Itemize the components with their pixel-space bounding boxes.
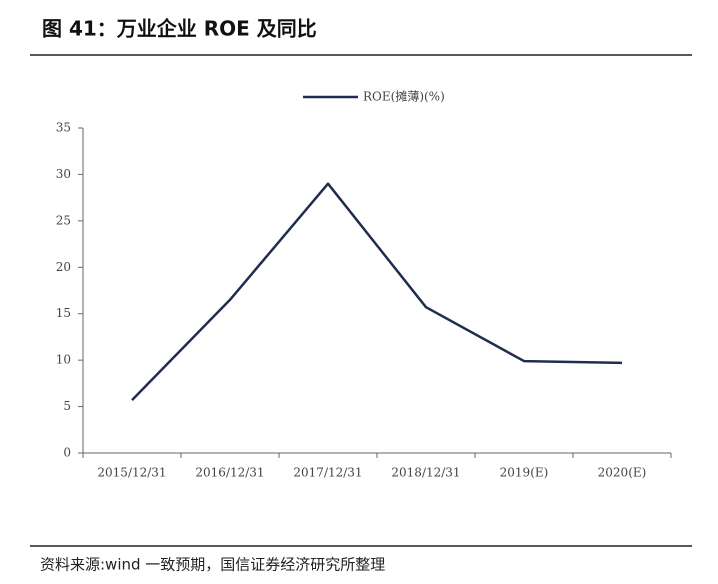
x-tick-label: 2019(E) [500, 466, 549, 480]
y-tick-label: 10 [56, 353, 71, 367]
y-tick-label: 0 [63, 446, 71, 460]
x-tick-label: 2016/12/31 [195, 466, 264, 480]
y-tick-label: 25 [56, 213, 71, 227]
x-tick-label: 2018/12/31 [391, 466, 460, 480]
y-tick-label: 15 [56, 306, 71, 320]
series-line [131, 182, 623, 401]
x-tick-label: 2017/12/31 [293, 466, 362, 480]
source-note: 资料来源:wind 一致预期，国信证券经济研究所整理 [40, 556, 385, 574]
y-tick-label: 5 [63, 399, 71, 413]
y-tick-label: 30 [56, 167, 71, 181]
x-tick-label: 2020(E) [598, 466, 647, 480]
chart-title: 图 41：万业企业 ROE 及同比 [42, 17, 317, 41]
legend-label: ROE(摊薄)(%) [363, 89, 445, 104]
y-tick-label: 20 [56, 260, 71, 274]
x-tick-label: 2015/12/31 [97, 466, 166, 480]
y-tick-label: 35 [56, 121, 71, 135]
